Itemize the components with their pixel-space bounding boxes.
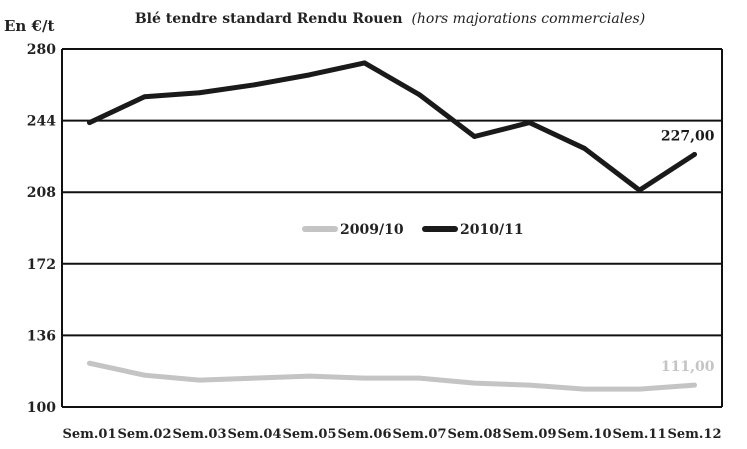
series-line-2010-11 [87,60,697,193]
grid-lines [61,48,723,408]
data-point-2010-11-9 [527,120,532,125]
end-label-2010-11: 227,00 [661,128,715,144]
legend-label-2009-10: 2009/10 [340,222,404,238]
x-tick-label-sem-12: Sem.12 [667,427,721,442]
y-tick-label-172: 172 [27,257,56,273]
data-point-2010-11-3 [197,90,202,96]
series-lines [87,60,697,392]
chart-subtitle: (hors majorations commerciales) [411,11,645,27]
data-point-2010-11-4 [252,82,257,88]
y-tick-label-244: 244 [27,114,56,130]
data-point-2010-11-1 [87,120,92,125]
x-tick-label-sem-10: Sem.10 [557,427,611,442]
data-point-2009-10-4 [252,375,257,381]
data-point-2009-10-6 [362,375,367,381]
data-point-2009-10-7 [417,375,422,381]
data-point-2010-11-7 [417,92,422,98]
data-point-2009-10-12 [692,382,697,388]
data-point-2010-11-8 [472,134,477,139]
data-point-2009-10-10 [582,386,587,392]
chart-title-main: Blé tendre standard Rendu Rouen [135,11,403,27]
x-tick-label-sem-08: Sem.08 [447,427,501,442]
legend: 2009/10 2010/11 [302,222,524,238]
x-tick-label-sem-11: Sem.11 [612,427,666,442]
data-point-2009-10-1 [87,360,92,366]
legend-label-2010-11: 2010/11 [460,222,524,238]
data-point-2009-10-8 [472,380,477,386]
x-tick-label-sem-02: Sem.02 [117,427,171,442]
data-point-2010-11-12 [692,152,697,157]
x-tick-label-sem-09: Sem.09 [502,427,556,442]
data-point-2009-10-5 [307,373,312,379]
x-tick-label-sem-03: Sem.03 [172,427,226,442]
data-point-2009-10-11 [637,386,642,392]
x-tick-label-sem-04: Sem.04 [227,427,281,442]
y-tick-label-136: 136 [27,328,56,344]
data-point-2010-11-6 [362,60,367,66]
x-tick-label-sem-07: Sem.07 [392,427,446,442]
data-point-2010-11-11 [637,187,642,193]
y-axis-unit-label: En €/t [4,17,54,35]
chart-title: Blé tendre standard Rendu Rouen (hors ma… [135,11,645,27]
data-point-2010-11-5 [307,72,312,78]
data-point-2009-10-2 [142,372,147,378]
x-tick-label-sem-01: Sem.01 [62,427,116,442]
y-axis-ticks: 100 136 172 208 244 280 [27,42,56,416]
data-point-2009-10-9 [527,382,532,388]
y-tick-label-280: 280 [27,42,56,58]
end-value-labels: 111,00 227,00 [661,128,715,375]
x-axis-ticks: Sem.01 Sem.02 Sem.03 Sem.04 Sem.05 Sem.06 Sem.… [62,427,721,442]
end-label-2009-10: 111,00 [661,359,715,375]
data-point-2009-10-3 [197,377,202,383]
series-line-2009-10 [87,360,697,392]
x-tick-label-sem-05: Sem.05 [282,427,336,442]
x-tick-label-sem-06: Sem.06 [337,427,391,442]
y-tick-label-100: 100 [27,400,56,416]
data-point-2010-11-10 [582,146,587,151]
y-tick-label-208: 208 [27,185,56,201]
data-point-2010-11-2 [142,94,147,100]
